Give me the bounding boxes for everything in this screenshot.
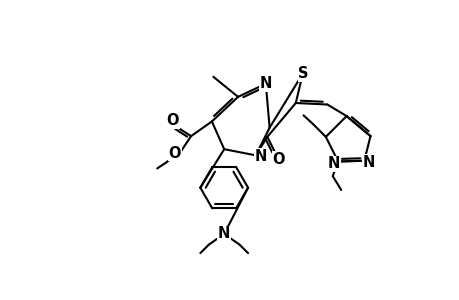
Text: O: O [168, 146, 181, 160]
Text: O: O [166, 113, 179, 128]
Text: N: N [218, 226, 230, 242]
Text: N: N [362, 155, 375, 170]
Text: N: N [327, 156, 340, 171]
Text: N: N [254, 148, 267, 164]
Text: N: N [259, 76, 271, 91]
Text: S: S [297, 66, 308, 81]
Text: O: O [272, 152, 285, 167]
